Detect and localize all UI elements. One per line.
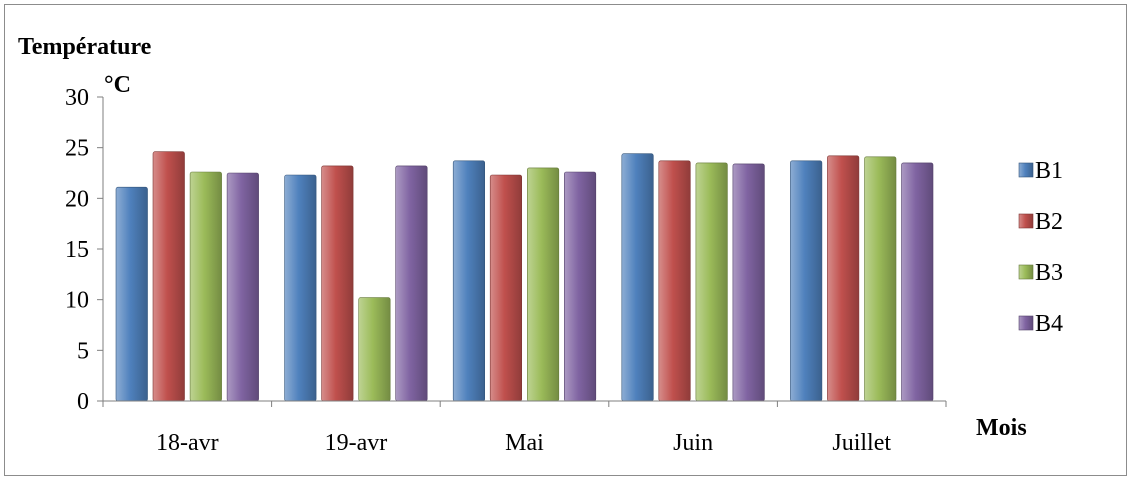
axes-layer: 0 5 10 15 20 25 30 18-avr 19-avr Mai Juin Juillet — [65, 85, 947, 456]
x-axis-title: Mois — [976, 415, 1027, 441]
x-tick-label: Juin — [673, 430, 713, 456]
bar-b3-3 — [695, 162, 728, 402]
y-tick-label: 20 — [65, 186, 89, 212]
bar-b1-3 — [621, 153, 654, 402]
bar-b1-4 — [790, 160, 823, 402]
bar-b4-4 — [901, 162, 934, 402]
bar-b1-2 — [452, 160, 486, 402]
bar-b2-4 — [827, 155, 860, 402]
bar-b3-2 — [526, 167, 560, 402]
bar-b3-1 — [358, 297, 391, 402]
legend-label-b4: B4 — [1035, 311, 1063, 337]
bar-b3-4 — [864, 156, 897, 402]
bar-b2-1 — [321, 165, 354, 402]
y-tick-label: 30 — [65, 85, 89, 111]
y-tick-label: 5 — [77, 338, 89, 364]
legend-label-b1: B1 — [1035, 158, 1063, 184]
bars-layer — [115, 151, 934, 402]
x-tick-label: Juillet — [832, 430, 891, 456]
legend: B1 B2 B3 B4 — [1018, 158, 1063, 337]
y-tick-label: 0 — [77, 389, 89, 415]
bar-b1-0 — [115, 186, 148, 402]
bar-b4-0 — [226, 172, 259, 402]
bar-b4-2 — [563, 171, 597, 402]
bar-b4-3 — [732, 163, 765, 402]
bar-b2-2 — [489, 174, 523, 402]
legend-label-b2: B2 — [1035, 209, 1063, 235]
y-tick-label: 25 — [65, 136, 89, 162]
bar-b2-0 — [152, 151, 185, 402]
legend-swatch-b2 — [1018, 213, 1034, 229]
legend-swatch-b3 — [1018, 264, 1034, 280]
y-axis-unit: °C — [104, 72, 131, 98]
y-tick-label: 15 — [65, 237, 89, 263]
x-tick-label: 19-avr — [325, 430, 388, 456]
bar-b4-1 — [395, 165, 428, 402]
legend-label-b3: B3 — [1035, 260, 1063, 286]
bar-b2-3 — [658, 160, 691, 402]
y-tick-label: 10 — [65, 288, 89, 314]
y-axis-title: Température — [18, 34, 152, 60]
bar-b3-0 — [189, 171, 222, 402]
legend-swatch-b1 — [1018, 162, 1034, 178]
legend-swatch-b4 — [1018, 315, 1034, 331]
bar-b1-1 — [284, 174, 317, 402]
x-tick-label: 18-avr — [156, 430, 219, 456]
x-tick-label: Mai — [505, 430, 544, 456]
